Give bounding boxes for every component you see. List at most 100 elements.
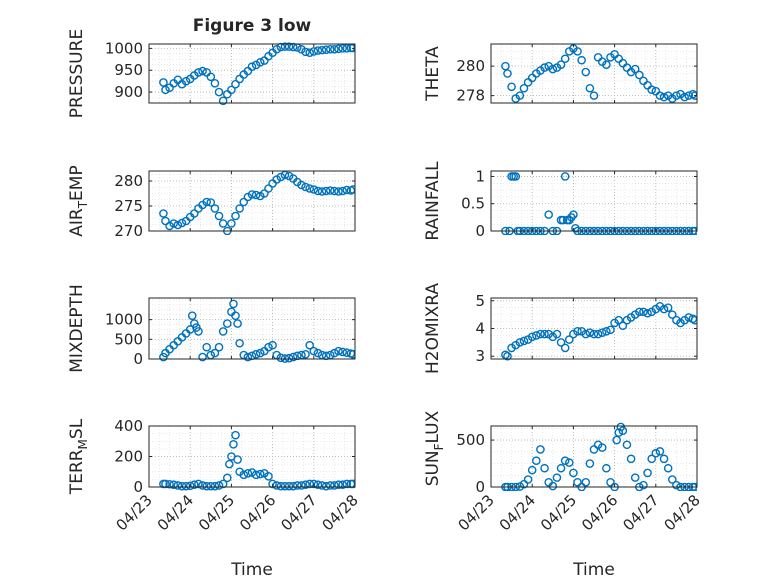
- y-axis-label: THETA: [423, 46, 443, 102]
- data-point: [309, 479, 319, 489]
- data-point: [548, 481, 558, 491]
- data-point: [564, 458, 574, 467]
- data-point: [293, 481, 302, 490]
- data-point: [309, 185, 319, 194]
- data-point: [309, 346, 319, 356]
- data-point: [552, 329, 562, 339]
- data-point: [325, 481, 335, 490]
- y-tick-label: 950: [114, 61, 143, 79]
- data-point: [556, 338, 566, 347]
- data-point: [255, 58, 265, 67]
- x-tick-label: 04/25: [537, 491, 580, 534]
- data-point: [198, 481, 207, 490]
- x-tick-label: 04/28: [661, 491, 704, 534]
- data-point: [519, 83, 529, 93]
- data-point: [540, 329, 549, 339]
- data-point: [560, 54, 570, 64]
- data-series: [159, 170, 355, 235]
- data-point: [503, 351, 512, 361]
- data-point: [690, 315, 697, 325]
- data-point: [301, 480, 310, 490]
- y-tick-label: 500: [114, 330, 143, 348]
- data-point: [239, 470, 249, 480]
- x-axis-label-left: Time: [230, 560, 273, 580]
- data-point: [690, 91, 697, 100]
- data-point: [251, 190, 261, 200]
- data-point: [210, 481, 220, 491]
- data-point: [227, 219, 236, 228]
- data-point: [325, 186, 335, 195]
- x-tick-label: 04/23: [113, 491, 156, 534]
- data-point: [276, 42, 286, 52]
- data-point: [210, 204, 220, 213]
- data-point: [536, 329, 545, 339]
- data-point: [173, 481, 183, 490]
- y-axis-label-part: SL: [67, 418, 87, 439]
- data-point: [206, 481, 216, 491]
- data-point: [338, 347, 347, 357]
- data-point: [342, 348, 352, 358]
- data-point: [190, 209, 199, 218]
- data-point: [276, 481, 286, 491]
- data-point: [210, 348, 220, 358]
- data-point: [185, 481, 195, 491]
- data-point: [659, 304, 669, 314]
- y-tick-label: 500: [456, 431, 485, 449]
- data-point: [501, 61, 510, 71]
- data-point: [635, 307, 644, 317]
- data-point: [301, 349, 310, 359]
- data-point: [523, 475, 533, 484]
- data-point: [334, 187, 343, 196]
- data-point: [161, 479, 170, 489]
- data-point: [313, 186, 323, 196]
- data-point: [198, 352, 207, 362]
- data-point: [251, 470, 261, 480]
- data-point: [577, 55, 586, 65]
- y-axis-label: TERRMSL: [67, 418, 90, 495]
- data-point: [569, 210, 578, 219]
- data-point: [309, 47, 319, 56]
- data-point: [243, 468, 253, 478]
- y-tick-label: 0: [133, 350, 143, 368]
- y-axis-label-subscript: M: [76, 439, 90, 449]
- data-point: [552, 473, 562, 482]
- panel-mixdepth-axes-box: [148, 297, 356, 360]
- data-point: [321, 481, 331, 491]
- y-axis-label-part: AIR: [67, 208, 87, 237]
- data-point: [614, 315, 624, 325]
- data-point: [159, 78, 168, 87]
- data-point: [655, 447, 665, 456]
- data-point: [305, 479, 314, 489]
- data-series: [501, 172, 697, 235]
- data-point: [194, 68, 203, 77]
- y-tick-label: 4: [475, 320, 485, 338]
- data-point: [626, 454, 636, 464]
- data-point: [532, 456, 541, 466]
- data-point: [169, 219, 179, 228]
- data-point: [606, 325, 615, 335]
- data-point: [338, 44, 347, 53]
- data-point: [338, 480, 347, 490]
- x-tick-label: 04/26: [236, 491, 279, 534]
- data-point: [560, 343, 570, 353]
- data-point: [602, 326, 611, 336]
- data-point: [667, 310, 677, 319]
- data-point: [313, 46, 323, 55]
- x-tick-label: 04/27: [619, 491, 662, 534]
- data-point: [348, 185, 355, 194]
- data-point: [647, 85, 656, 95]
- data-point: [581, 67, 591, 77]
- data-point: [655, 91, 665, 100]
- data-point: [233, 319, 242, 328]
- y-axis-label-part: TERR: [67, 449, 87, 495]
- data-point: [330, 481, 339, 490]
- data-point: [284, 353, 294, 363]
- data-point: [330, 44, 339, 54]
- y-axis-label: MIXDEPTH: [67, 284, 87, 373]
- data-point: [501, 350, 510, 360]
- data-point: [680, 92, 689, 102]
- data-point: [276, 172, 286, 182]
- data-point: [630, 64, 640, 74]
- data-point: [612, 435, 621, 445]
